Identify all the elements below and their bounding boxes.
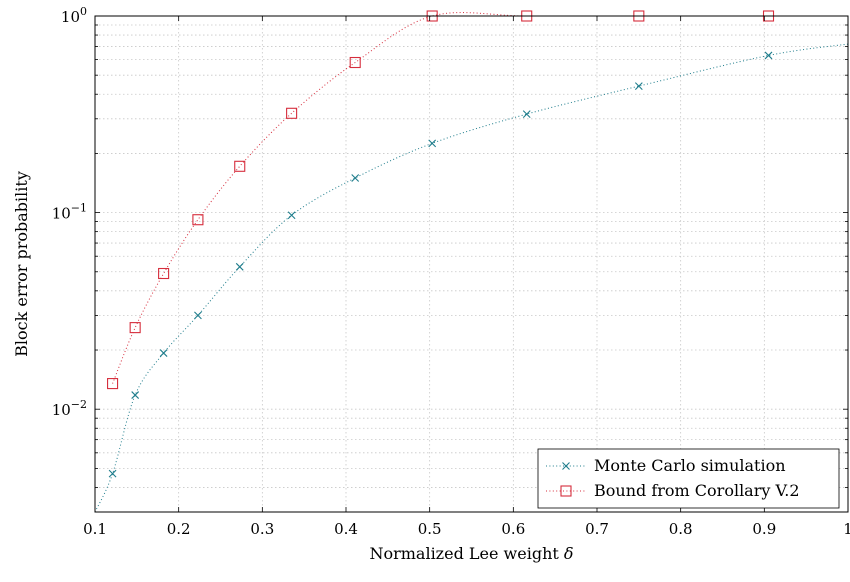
legend-marker: [562, 462, 570, 470]
series-line: [95, 43, 848, 512]
y-axis-label: Block error probability: [12, 171, 31, 357]
data-point: [194, 311, 202, 320]
x-tick-label: 0.5: [418, 520, 442, 538]
legend-label: Monte Carlo simulation: [594, 456, 786, 475]
y-tick-label: 10−2: [52, 398, 87, 419]
plot-frame: [94, 15, 849, 513]
series-monte-carlo: [95, 43, 848, 512]
x-tick-label: 0.2: [167, 520, 191, 538]
data-point: [287, 211, 296, 220]
data-point: [235, 262, 244, 271]
data-point: [351, 174, 360, 182]
data-point: [764, 51, 773, 60]
x-axis-label: Normalized Lee weight δ: [369, 544, 573, 563]
data-point: [234, 160, 246, 172]
data-point: [192, 214, 204, 226]
legend-item: Bound from Corollary V.2: [546, 481, 800, 500]
series-layer: [95, 10, 848, 512]
data-point: [349, 56, 361, 69]
axis-ticks: 0.1 0.2 0.3 0.4 0.5 0.6 0.7 0.8 0.9 1 10−2 10−1 100: [52, 5, 850, 538]
data-point: [158, 267, 170, 280]
data-point: [428, 139, 437, 148]
grid-lines: [94, 15, 849, 513]
data-point: [129, 322, 141, 334]
data-point: [522, 110, 531, 118]
y-tick-label: 10−1: [52, 202, 87, 223]
data-point: [634, 82, 643, 90]
legend-label: Bound from Corollary V.2: [594, 481, 800, 500]
data-point: [286, 107, 298, 119]
legend-item: Monte Carlo simulation: [546, 456, 786, 475]
x-tick-label: 0.9: [752, 520, 776, 538]
x-tick-label: 0.8: [669, 520, 693, 538]
x-tick-label: 0.4: [334, 520, 358, 538]
x-tick-label: 0.7: [585, 520, 609, 538]
data-point: [107, 378, 119, 390]
legend-marker: [560, 485, 572, 497]
x-tick-label: 1: [843, 520, 850, 538]
y-tick-label: 100: [61, 5, 87, 26]
legend: Monte Carlo simulation Bound from Corolla…: [537, 448, 840, 509]
data-point: [159, 349, 168, 357]
x-tick-label: 0.3: [250, 520, 274, 538]
x-tick-label: 0.6: [501, 520, 525, 538]
data-point: [108, 469, 117, 478]
data-point: [131, 391, 140, 399]
x-tick-label: 0.1: [83, 520, 107, 538]
legend-box: [537, 448, 840, 509]
